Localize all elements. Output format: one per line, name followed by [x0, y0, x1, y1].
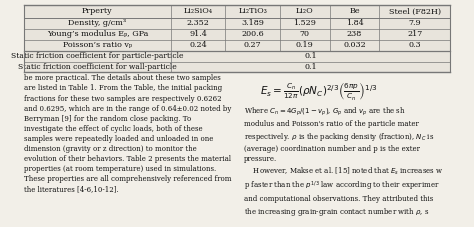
Text: Static friction coefficient for particle-particle: Static friction coefficient for particle… [11, 52, 183, 60]
Text: Where $C_n = 4G_p/(1-v_p)$, $G_p$ and $v_p$ are the sh
modulus and Poisson's rat: Where $C_n = 4G_p/(1-v_p)$, $G_p$ and $v… [244, 105, 443, 218]
Text: $E_s = \frac{C_n}{12\pi}(\rho N_C)^{2/3}\left(\frac{6\pi p}{C_n}\right)^{1/3}$: $E_s = \frac{C_n}{12\pi}(\rho N_C)^{2/3}… [260, 80, 378, 102]
Text: 0.032: 0.032 [343, 41, 366, 49]
Text: Be: Be [349, 7, 360, 15]
Text: Prperty: Prperty [82, 7, 113, 15]
Text: 0.27: 0.27 [244, 41, 262, 49]
Text: 7.9: 7.9 [409, 20, 421, 27]
Text: 0.1: 0.1 [304, 63, 317, 71]
Text: Li₂TiO₃: Li₂TiO₃ [238, 7, 267, 15]
Text: 3.189: 3.189 [241, 20, 264, 27]
Text: 0.19: 0.19 [296, 41, 314, 49]
Text: Li₂O: Li₂O [296, 7, 314, 15]
Bar [24, 5, 450, 72]
Text: Young’s modulus Eₚ, GPa: Young’s modulus Eₚ, GPa [47, 30, 148, 38]
Text: Steel (F82H): Steel (F82H) [389, 7, 441, 15]
Text: 0.1: 0.1 [304, 52, 317, 60]
Text: 0.3: 0.3 [409, 41, 421, 49]
Text: Li₂SiO₄: Li₂SiO₄ [183, 7, 213, 15]
Text: 200.6: 200.6 [241, 30, 264, 38]
Text: be more practical. The details about these two samples
are listed in Table 1. Fr: be more practical. The details about the… [24, 74, 231, 193]
Text: Poisson’s ratio vₚ: Poisson’s ratio vₚ [63, 41, 132, 49]
Text: Static friction coefficient for wall-particle: Static friction coefficient for wall-par… [18, 63, 177, 71]
Text: 70: 70 [300, 30, 310, 38]
Text: 91.4: 91.4 [189, 30, 207, 38]
Text: 0.24: 0.24 [189, 41, 207, 49]
Text: 1.529: 1.529 [293, 20, 316, 27]
Text: 217: 217 [407, 30, 422, 38]
Text: 2.352: 2.352 [187, 20, 210, 27]
Text: Density, g/cm³: Density, g/cm³ [68, 20, 127, 27]
Text: 238: 238 [347, 30, 362, 38]
Text: 1.84: 1.84 [346, 20, 364, 27]
